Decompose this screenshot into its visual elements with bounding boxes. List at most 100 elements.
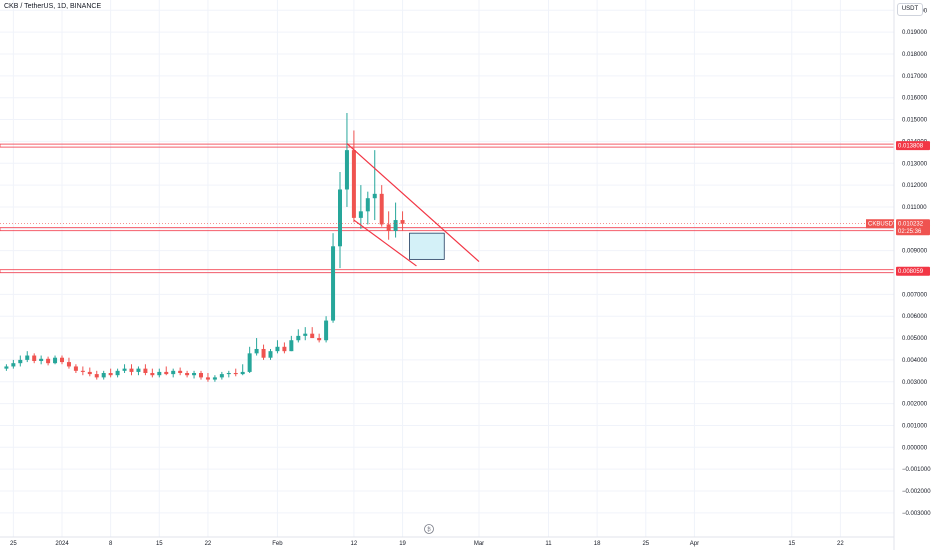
candles	[4, 112, 405, 382]
candle-body	[185, 373, 190, 376]
candle-body	[205, 377, 210, 380]
x-tick-label: 12	[351, 541, 358, 547]
level-price-text: 0.008059	[898, 269, 924, 275]
candle-body	[178, 370, 183, 374]
x-tick-label: 19	[399, 541, 406, 547]
drawings	[346, 143, 480, 267]
y-tick-label: 0.003000	[902, 380, 928, 386]
price-labels: 0.0138080.0099820.008059CKBUSDT0.0102320…	[0, 141, 930, 276]
y-tick-label: 0.013000	[902, 161, 928, 167]
candle-body	[164, 371, 169, 375]
candle-body	[240, 371, 245, 375]
candle-body	[143, 368, 148, 374]
candle-body	[66, 362, 71, 367]
current-price-badge	[896, 219, 930, 236]
grid	[0, 0, 894, 537]
y-tick-label: −0.002000	[902, 489, 931, 495]
candle-body	[87, 371, 92, 375]
candle-body	[338, 189, 342, 247]
candle-body	[233, 373, 238, 375]
candle-body	[317, 338, 322, 341]
y-tick-label: 0.005000	[902, 336, 928, 342]
ticker-text: CKBUSDT	[868, 222, 897, 228]
candle-body	[344, 150, 349, 190]
x-tick-label: 25	[642, 541, 649, 547]
currency-unit-button[interactable]: USDT	[897, 3, 923, 16]
ticker-badge	[866, 219, 894, 229]
candle-body	[60, 357, 64, 363]
candle-body	[351, 150, 356, 218]
y-tick-label: 0.000000	[902, 445, 928, 451]
x-tick-label: 18	[594, 541, 601, 547]
candle-body	[11, 363, 16, 367]
level-price-badge	[896, 266, 930, 276]
candle-body	[115, 370, 120, 376]
candle-body	[365, 198, 370, 212]
y-tick-label: 0.016000	[902, 96, 928, 102]
svg-text:₿: ₿	[427, 526, 431, 533]
level-price-text: 0.013808	[898, 144, 924, 150]
candle-body	[310, 333, 315, 339]
candle-body	[53, 357, 58, 364]
y-tick-label: 0.006000	[902, 314, 928, 320]
candle-body	[150, 373, 155, 376]
y-tick-label: 0.011000	[902, 205, 927, 211]
x-tick-label: Mar	[474, 541, 484, 547]
candle-body	[358, 211, 363, 218]
candle-body	[372, 193, 377, 199]
level-price-badge	[896, 141, 930, 151]
candle-body	[331, 246, 336, 321]
trendline	[353, 219, 417, 267]
candle-body	[226, 373, 231, 375]
candle-body	[129, 368, 134, 372]
candle-body	[25, 355, 30, 360]
candle-body	[247, 353, 252, 372]
candle-body	[73, 366, 78, 371]
candle-body	[296, 335, 301, 341]
candle-body	[219, 374, 224, 378]
trendline	[346, 143, 480, 263]
x-tick-label: 25	[10, 541, 17, 547]
candle-body	[393, 220, 398, 231]
y-tick-label: −0.001000	[902, 467, 931, 473]
candle-body	[275, 346, 280, 352]
candle-body	[39, 358, 44, 361]
x-tick-label: 2024	[55, 541, 69, 547]
candle-body	[199, 373, 203, 378]
y-tick-label: 0.015000	[902, 118, 928, 124]
replay-icon[interactable]: ₿	[424, 524, 434, 534]
candle-body	[386, 224, 391, 231]
candle-body	[289, 340, 294, 352]
candle-body	[4, 366, 9, 369]
y-tick-label: 0.007000	[902, 292, 928, 298]
candle-body	[157, 371, 162, 376]
candle-body	[108, 373, 113, 376]
chart-title: CKB / TetherUS, 1D, BINANCE	[4, 3, 102, 10]
current-price-text: 0.010232	[898, 222, 924, 228]
y-tick-label: 0.017000	[902, 74, 928, 80]
y-tick-label: 0.001000	[902, 423, 928, 429]
candle-body	[268, 351, 273, 358]
y-tick-label: 0.002000	[902, 402, 928, 408]
candle-body	[101, 373, 106, 378]
x-tick-label: 15	[788, 541, 795, 547]
candle-body	[282, 346, 287, 352]
candle-body	[303, 333, 308, 336]
x-tick-label: 22	[205, 541, 212, 547]
x-tick-label: 11	[545, 541, 552, 547]
candle-body	[254, 348, 259, 354]
candle-body	[379, 193, 384, 225]
candle-body	[261, 348, 266, 358]
horizontal-level-line	[0, 143, 895, 148]
candle-body	[46, 358, 51, 364]
y-tick-label: 0.004000	[902, 358, 928, 364]
candle-body	[18, 359, 23, 364]
target-box	[409, 232, 445, 260]
x-tick-label: 15	[156, 541, 163, 547]
candle-body	[80, 370, 85, 372]
candle-body	[212, 377, 217, 380]
y-tick-label: 0.019000	[902, 30, 928, 36]
candle-body	[122, 368, 127, 371]
y-tick-label: 0.009000	[902, 249, 928, 255]
